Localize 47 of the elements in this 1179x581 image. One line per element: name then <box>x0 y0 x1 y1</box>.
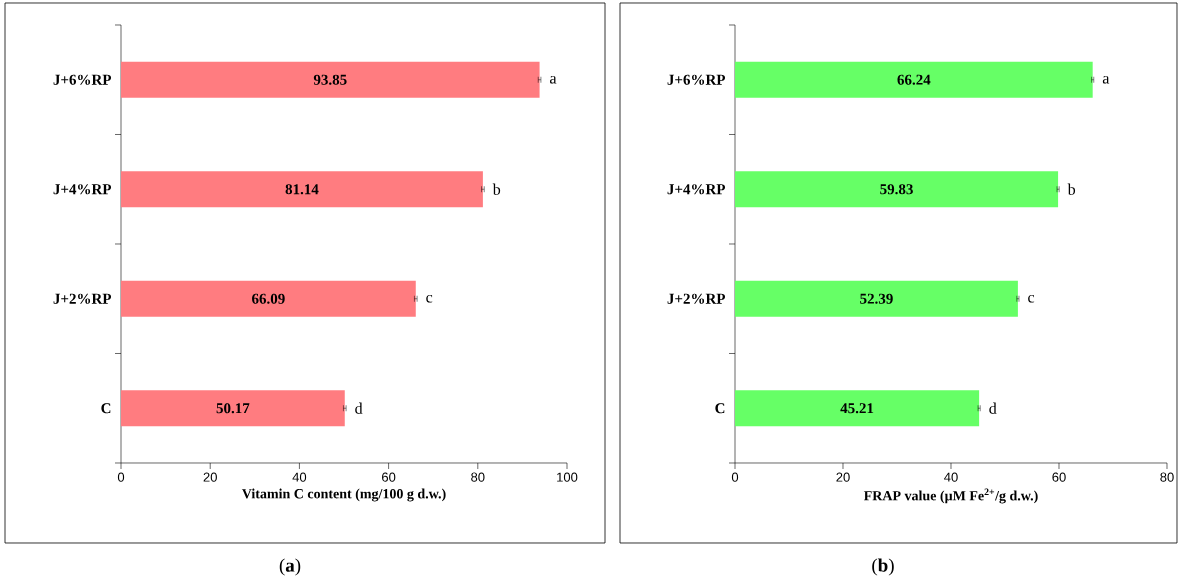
data-label: 45.21 <box>840 403 874 414</box>
bar <box>121 390 345 427</box>
x-tick-label: 60 <box>1052 472 1066 482</box>
annotation: c <box>426 294 433 303</box>
data-label: 93.85 <box>313 74 347 85</box>
x-tick-label: 100 <box>557 472 578 482</box>
x-tick-label: 20 <box>836 472 850 482</box>
y-tick-label: C <box>715 403 725 414</box>
annotation: b <box>492 183 501 195</box>
annotation: b <box>1067 183 1076 195</box>
x-tick-label: 60 <box>382 472 396 482</box>
bar <box>735 390 980 427</box>
bar <box>735 280 1018 317</box>
annotation: a <box>1102 75 1110 84</box>
bar <box>121 280 416 317</box>
x-axis-title: FRAP value (µM Fe$^{2+}$/g d.w.) <box>863 488 1038 504</box>
bar <box>121 61 540 98</box>
y-tick-label: J+2%RP <box>53 293 112 304</box>
data-label: 81.14 <box>285 184 319 195</box>
x-tick-label: 0 <box>731 472 739 482</box>
bar <box>735 61 1093 98</box>
x-tick-label: 40 <box>944 472 958 482</box>
bar <box>121 171 483 208</box>
annotation: a <box>550 75 557 84</box>
data-label: 52.39 <box>860 293 893 304</box>
y-tick-label: C <box>101 403 111 414</box>
text: (a) <box>279 558 301 576</box>
x-tick-label: 80 <box>471 472 485 482</box>
annotation: d <box>989 402 997 414</box>
x-axis-title: Vitamin C content (mg/100 g d.w.) <box>241 488 446 502</box>
data-label: 59.83 <box>880 184 913 195</box>
data-label: 66.09 <box>252 293 285 304</box>
bar <box>735 171 1059 208</box>
annotation: c <box>1028 294 1035 303</box>
data-label: 50.17 <box>216 403 250 414</box>
y-tick-label: J+4%RP <box>53 184 112 195</box>
y-tick-label: J+4%RP <box>667 184 726 195</box>
data-label: 66.24 <box>897 74 931 85</box>
x-tick-label: 80 <box>1160 472 1174 482</box>
text: (b) <box>872 558 894 576</box>
annotation: d <box>355 402 363 414</box>
y-tick-label: J+2%RP <box>667 293 726 304</box>
y-tick-label: J+6%RP <box>53 74 112 85</box>
x-tick-label: 0 <box>117 472 125 482</box>
x-tick-label: 40 <box>292 472 307 482</box>
x-tick-label: 20 <box>203 472 217 482</box>
y-tick-label: J+6%RP <box>667 74 726 85</box>
